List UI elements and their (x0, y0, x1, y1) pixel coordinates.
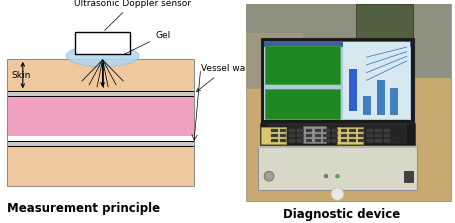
Bar (7, 96, 193, 136)
Text: Skin: Skin (11, 70, 30, 80)
Bar (305, 129, 312, 132)
Text: Measurement principle: Measurement principle (7, 202, 160, 215)
Bar (331, 134, 338, 137)
Bar (264, 89, 339, 119)
Bar (271, 134, 277, 137)
Bar (264, 46, 339, 84)
Bar (383, 139, 389, 142)
Bar (7, 59, 193, 186)
Bar (75, 32, 130, 54)
Bar (288, 129, 294, 132)
Bar (279, 134, 286, 137)
Bar (288, 139, 294, 142)
Bar (331, 139, 338, 142)
Text: Vessel wall: Vessel wall (196, 64, 250, 91)
Bar (263, 41, 410, 120)
Bar (343, 42, 409, 119)
Bar (7, 141, 193, 146)
Bar (366, 139, 372, 142)
Text: Diagnostic device: Diagnostic device (283, 208, 400, 221)
Bar (297, 134, 303, 137)
Bar (323, 129, 329, 132)
Bar (357, 139, 364, 142)
Circle shape (330, 188, 343, 200)
Text: Ultrasonic Doppler sensor: Ultrasonic Doppler sensor (74, 0, 190, 30)
Bar (246, 33, 303, 89)
Bar (357, 129, 364, 132)
Bar (279, 129, 286, 132)
Bar (271, 139, 277, 142)
Bar (260, 38, 413, 123)
Bar (259, 123, 414, 145)
Bar (257, 145, 416, 148)
Bar (355, 4, 412, 94)
Bar (271, 129, 277, 132)
Bar (257, 145, 416, 190)
Bar (366, 134, 372, 137)
Bar (374, 139, 381, 142)
Bar (340, 129, 346, 132)
Bar (348, 69, 356, 111)
Bar (314, 139, 320, 142)
Bar (7, 146, 193, 186)
Bar (246, 4, 450, 78)
Circle shape (335, 174, 339, 178)
Bar (314, 129, 320, 132)
Bar (374, 129, 381, 132)
Circle shape (263, 171, 273, 181)
Bar (331, 129, 338, 132)
Bar (268, 124, 405, 143)
Ellipse shape (66, 45, 139, 67)
Bar (323, 134, 329, 137)
Bar (297, 139, 303, 142)
Bar (374, 134, 381, 137)
Bar (303, 126, 325, 143)
Bar (340, 134, 346, 137)
Bar (323, 139, 329, 142)
Text: Gel: Gel (123, 31, 170, 55)
Bar (288, 134, 294, 137)
Bar (305, 134, 312, 137)
Bar (260, 127, 286, 144)
Bar (389, 88, 397, 115)
Bar (263, 41, 410, 47)
Bar (246, 4, 450, 201)
Bar (349, 139, 355, 142)
Bar (7, 59, 193, 91)
Bar (366, 129, 372, 132)
Bar (297, 129, 303, 132)
Bar (340, 139, 346, 142)
Bar (337, 127, 362, 144)
Bar (279, 139, 286, 142)
Bar (403, 171, 412, 182)
Bar (363, 96, 370, 115)
Bar (357, 134, 364, 137)
Bar (349, 134, 355, 137)
Bar (349, 129, 355, 132)
Bar (376, 80, 384, 115)
Circle shape (324, 174, 327, 178)
Bar (383, 134, 389, 137)
Bar (314, 134, 320, 137)
Bar (305, 139, 312, 142)
Bar (383, 129, 389, 132)
Bar (7, 91, 193, 96)
